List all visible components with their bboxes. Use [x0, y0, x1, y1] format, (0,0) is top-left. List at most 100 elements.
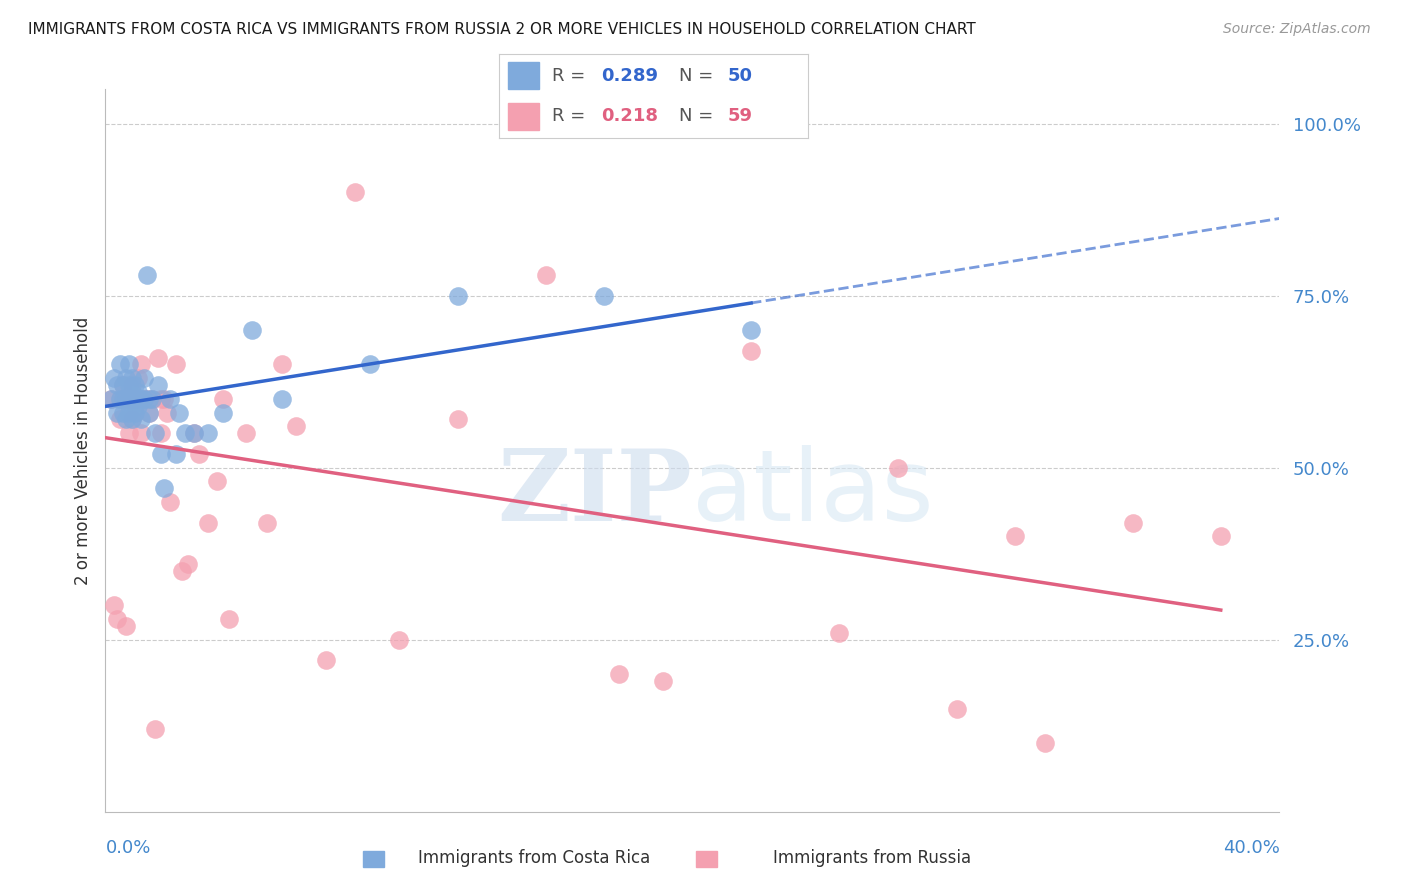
Point [108, 358, 131, 372]
Point [115, 619, 138, 633]
Point [447, 288, 470, 302]
Text: 0.218: 0.218 [602, 107, 658, 125]
Point [132, 392, 155, 406]
Point [118, 358, 141, 372]
Point [124, 392, 146, 406]
Point [343, 186, 366, 200]
Point [118, 392, 141, 406]
Point [121, 399, 143, 413]
Text: ZIP: ZIP [498, 445, 693, 542]
Point [135, 268, 157, 282]
Point [652, 673, 675, 688]
Point [170, 564, 193, 578]
Text: 50: 50 [728, 67, 754, 85]
Text: Immigrants from Russia: Immigrants from Russia [773, 849, 970, 867]
Point [285, 419, 308, 434]
Text: N =: N = [679, 107, 718, 125]
Text: 40.0%: 40.0% [1223, 839, 1279, 857]
Point [148, 378, 170, 392]
Point [105, 378, 128, 392]
Point [129, 358, 152, 372]
Point [115, 392, 138, 406]
Bar [509, 62, 540, 89]
Point [115, 412, 138, 426]
Point [828, 625, 851, 640]
Point [100, 392, 122, 406]
Point [183, 426, 205, 441]
Point [887, 460, 910, 475]
Point [105, 612, 128, 626]
Text: IMMIGRANTS FROM COSTA RICA VS IMMIGRANTS FROM RUSSIA 2 OR MORE VEHICLES IN HOUSE: IMMIGRANTS FROM COSTA RICA VS IMMIGRANTS… [28, 22, 976, 37]
Point [270, 392, 292, 406]
Point [143, 722, 166, 736]
Point [124, 406, 146, 420]
Point [211, 406, 233, 420]
Point [359, 358, 381, 372]
Point [167, 406, 190, 420]
Point [165, 447, 187, 461]
Point [121, 378, 143, 392]
Point [235, 426, 257, 441]
Point [153, 481, 176, 495]
Point [138, 406, 160, 420]
Point [112, 406, 135, 420]
Point [218, 612, 240, 626]
Point [127, 392, 149, 406]
Point [129, 426, 152, 441]
Point [138, 406, 160, 420]
Point [127, 384, 149, 399]
Point [135, 392, 157, 406]
Point [121, 392, 143, 406]
Point [1122, 516, 1144, 530]
Point [211, 392, 233, 406]
Point [607, 667, 630, 681]
Point [115, 371, 138, 385]
Point [197, 516, 219, 530]
Point [148, 351, 170, 365]
Point [112, 378, 135, 392]
Point [112, 392, 135, 406]
Point [105, 406, 128, 420]
Point [124, 378, 146, 392]
Point [124, 406, 146, 420]
Point [141, 392, 163, 406]
Point [256, 516, 278, 530]
Text: atlas: atlas [693, 445, 934, 542]
Point [197, 426, 219, 441]
Point [1004, 529, 1026, 543]
Point [165, 358, 187, 372]
Point [112, 378, 135, 392]
Point [100, 392, 122, 406]
Point [388, 632, 411, 647]
Point [740, 343, 762, 358]
Point [156, 406, 179, 420]
Point [150, 392, 173, 406]
Text: Source: ZipAtlas.com: Source: ZipAtlas.com [1223, 22, 1371, 37]
Text: Immigrants from Costa Rica: Immigrants from Costa Rica [418, 849, 651, 867]
Point [118, 392, 141, 406]
Point [159, 495, 181, 509]
Point [115, 392, 138, 406]
Point [127, 371, 149, 385]
Text: 0.289: 0.289 [602, 67, 658, 85]
Point [118, 378, 141, 392]
Point [121, 384, 143, 399]
Point [593, 288, 616, 302]
Point [188, 447, 211, 461]
Point [132, 371, 155, 385]
Point [108, 392, 131, 406]
Point [240, 323, 263, 337]
Point [183, 426, 205, 441]
Point [1209, 529, 1232, 543]
Point [205, 475, 228, 489]
Point [108, 392, 131, 406]
Point [121, 412, 143, 426]
Point [129, 392, 152, 406]
Point [153, 392, 176, 406]
Point [176, 557, 198, 571]
Bar [509, 103, 540, 130]
Point [132, 392, 155, 406]
Point [945, 701, 967, 715]
Point [118, 426, 141, 441]
Point [108, 412, 131, 426]
